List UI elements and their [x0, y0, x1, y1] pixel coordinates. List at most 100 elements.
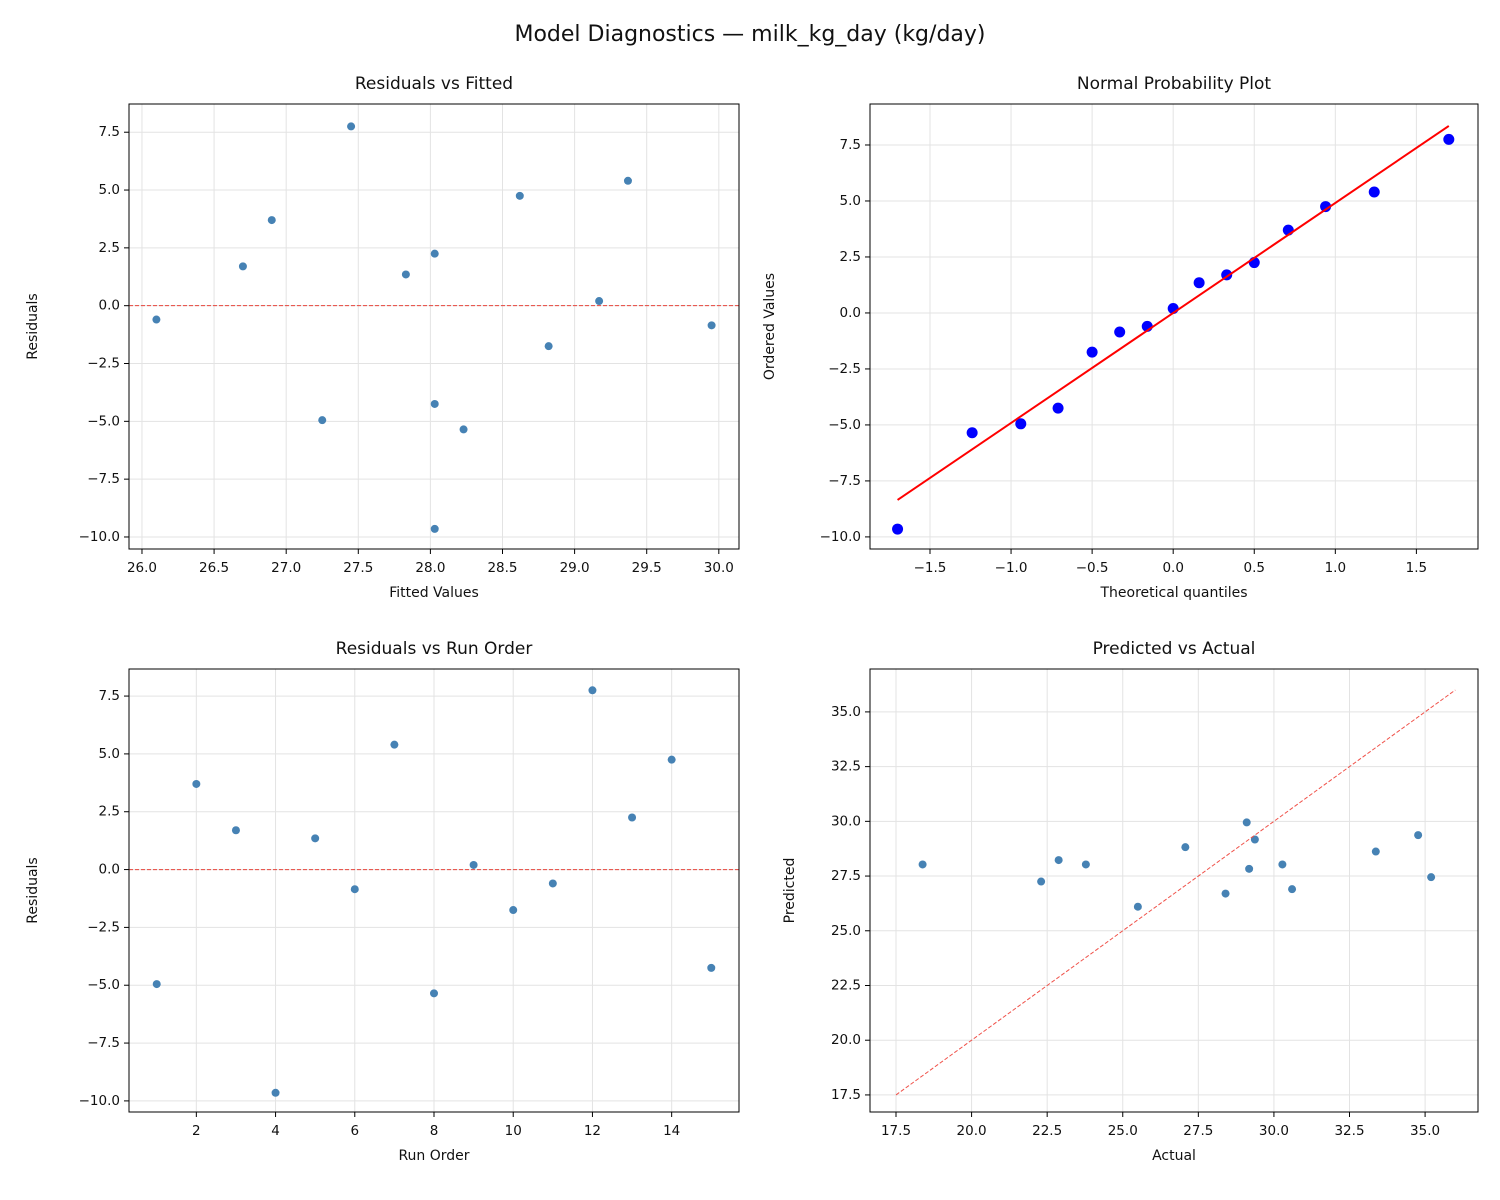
y-tick-label: −5.0	[87, 977, 120, 993]
y-tick-label: −5.0	[828, 417, 861, 433]
y-tick-label: 5.0	[840, 193, 861, 209]
x-tick-label: 27.5	[343, 560, 373, 576]
point	[401, 270, 410, 279]
point	[350, 885, 359, 894]
x-tick-label: 35.0	[1410, 1123, 1440, 1139]
y-tick-label: 0.0	[840, 305, 861, 321]
x-tick-label: 27.5	[1183, 1123, 1213, 1139]
point	[1320, 201, 1332, 213]
line	[897, 125, 1450, 501]
panel-title: Residuals vs Run Order	[336, 639, 533, 659]
point	[515, 191, 524, 200]
point	[1181, 843, 1190, 852]
point	[628, 813, 637, 822]
point	[152, 980, 161, 989]
y-tick-label: −2.5	[87, 919, 120, 935]
y-tick-label: 2.5	[99, 804, 120, 820]
x-tick-label: 26.5	[199, 560, 229, 576]
y-tick-label: 5.0	[99, 182, 120, 198]
y-tick-label: 25.0	[831, 923, 861, 939]
point	[1015, 418, 1027, 430]
y-tick-label: 5.0	[99, 746, 120, 762]
x-tick-label: 14	[663, 1123, 680, 1139]
x-tick-label: 25.0	[1108, 1123, 1138, 1139]
point	[192, 779, 201, 788]
x-tick-label: 28.0	[415, 560, 445, 576]
y-tick-label: 22.5	[831, 977, 861, 993]
point	[1250, 835, 1259, 844]
point	[707, 963, 716, 972]
y-axis-label: Residuals	[25, 293, 41, 359]
point	[430, 249, 439, 258]
panel-title: Normal Probability Plot	[1077, 74, 1272, 94]
point	[1414, 831, 1423, 840]
x-axis-label: Theoretical quantiles	[1099, 585, 1247, 601]
figure-title: Model Diagnostics — milk_kg_day (kg/day)	[514, 22, 985, 47]
point	[1242, 818, 1251, 827]
panel-title: Predicted vs Actual	[1093, 639, 1256, 659]
point	[469, 860, 478, 869]
y-tick-label: −10.0	[820, 529, 861, 545]
y-tick-label: 17.5	[831, 1087, 861, 1103]
y-tick-label: 0.0	[99, 298, 120, 314]
y-tick-label: 27.5	[831, 868, 861, 884]
point	[509, 906, 518, 915]
x-tick-label: 2	[192, 1123, 201, 1139]
x-tick-label: 29.0	[560, 560, 590, 576]
point	[1368, 186, 1380, 198]
y-tick-label: 0.0	[99, 862, 120, 878]
y-tick-label: 2.5	[840, 249, 861, 265]
point	[1443, 133, 1455, 145]
point	[588, 686, 597, 695]
point	[152, 315, 161, 324]
point	[271, 1088, 280, 1097]
y-tick-label: −7.5	[87, 471, 120, 487]
x-tick-label: 28.5	[487, 560, 517, 576]
point	[318, 416, 327, 425]
y-tick-label: −5.0	[87, 413, 120, 429]
x-tick-label: 0.0	[1162, 560, 1183, 576]
y-tick-label: −10.0	[79, 529, 120, 545]
x-tick-label: 26.0	[127, 560, 157, 576]
y-tick-label: 2.5	[99, 240, 120, 256]
axes-frame	[869, 668, 1479, 1113]
point	[1052, 402, 1064, 414]
point	[892, 523, 904, 535]
y-tick-label: 7.5	[840, 137, 861, 153]
point	[1081, 860, 1090, 869]
point	[267, 216, 276, 225]
point	[430, 524, 439, 533]
y-axis-label: Predicted	[782, 858, 798, 924]
y-axis-label: Ordered Values	[762, 273, 778, 380]
x-tick-label: 4	[271, 1123, 280, 1139]
point	[231, 826, 240, 835]
y-tick-label: 30.0	[831, 813, 861, 829]
axes-frame	[869, 103, 1479, 550]
y-tick-label: −10.0	[79, 1093, 120, 1109]
point	[238, 262, 247, 271]
x-tick-label: 8	[430, 1123, 439, 1139]
point	[667, 755, 676, 764]
point	[430, 989, 438, 998]
point	[347, 122, 356, 131]
point	[623, 176, 632, 185]
x-tick-label: 1.5	[1406, 560, 1427, 576]
point	[595, 297, 604, 306]
x-tick-label: 17.5	[881, 1123, 911, 1139]
y-axis-label: Residuals	[25, 857, 41, 923]
x-tick-label: 30.0	[704, 560, 734, 576]
y-tick-label: 7.5	[99, 688, 120, 704]
y-tick-label: −7.5	[87, 1035, 120, 1051]
x-axis-label: Actual	[1152, 1148, 1196, 1164]
point	[1427, 873, 1436, 882]
point	[390, 740, 399, 749]
x-tick-label: 29.5	[632, 560, 662, 576]
x-tick-label: 27.0	[271, 560, 301, 576]
point	[1114, 326, 1126, 338]
x-tick-label: −1.0	[995, 560, 1028, 576]
x-axis-label: Run Order	[398, 1148, 469, 1164]
y-tick-label: 7.5	[99, 124, 120, 140]
x-tick-label: 1.0	[1325, 560, 1346, 576]
